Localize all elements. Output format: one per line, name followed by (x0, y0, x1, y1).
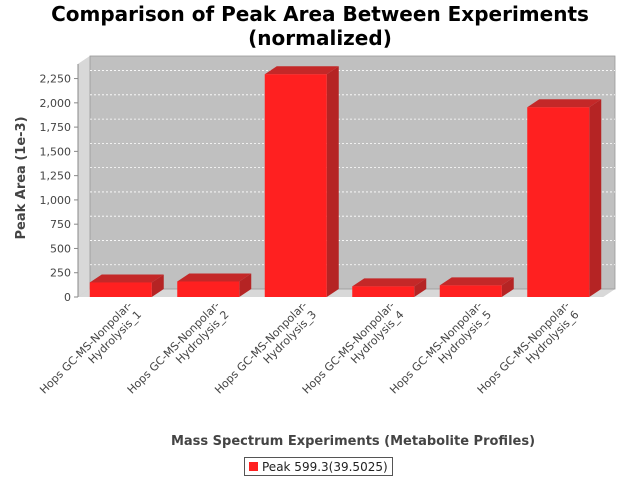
bar-side (326, 66, 339, 297)
plot-background (78, 56, 615, 297)
bar-side (414, 278, 427, 297)
x-axis-label: Mass Spectrum Experiments (Metabolite Pr… (171, 434, 535, 449)
bar-side (151, 274, 164, 297)
y-tick-label: 2,250 (40, 73, 72, 86)
bar (352, 278, 427, 297)
y-tick-label: 250 (50, 267, 71, 280)
bars (89, 66, 602, 297)
y-tick-label: 1,250 (40, 170, 72, 183)
chart-title: Comparison of Peak Area Between Experime… (51, 2, 589, 50)
y-tick-label: 2,000 (40, 97, 72, 110)
bar (89, 274, 164, 297)
bar-top (89, 274, 164, 283)
chart-title-line: Comparison of Peak Area Between Experime… (51, 2, 589, 26)
bar (264, 66, 339, 297)
plot-left-wall (78, 56, 90, 297)
y-tick-label: 750 (50, 218, 71, 231)
bar-top (177, 273, 252, 282)
y-tick-label: 1,500 (40, 145, 72, 158)
bar-top (527, 99, 602, 108)
y-tick-label: 1,000 (40, 194, 72, 207)
bar-top (439, 277, 514, 286)
bar-side (239, 273, 252, 297)
bar (177, 273, 252, 297)
bar-top (352, 278, 427, 287)
legend: Peak 599.3(39.5025) (244, 457, 393, 476)
bar-front (439, 285, 502, 297)
y-tick-label: 1,750 (40, 121, 72, 134)
y-axis-label: Peak Area (1e-3) (14, 116, 29, 239)
bar-front (264, 74, 327, 297)
bar (527, 99, 602, 297)
y-tick-label: 0 (64, 291, 71, 304)
legend-label: Peak 599.3(39.5025) (262, 459, 388, 474)
y-axis-ticks: 0 250 500 750 1,000 1,250 1,500 1,750 2,000 2,250 (40, 64, 79, 304)
bar-front (89, 282, 152, 297)
bar-side (589, 99, 602, 297)
chart-title-line: (normalized) (248, 26, 392, 50)
bar-top (264, 66, 339, 75)
bar-front (352, 286, 415, 297)
bar-front (177, 281, 240, 297)
legend-swatch (249, 462, 258, 471)
bar-side (501, 277, 514, 297)
bar-front (527, 107, 590, 297)
y-tick-label: 500 (50, 242, 71, 255)
bar (439, 277, 514, 297)
x-tick-label-line: Hops GC-MS-Nonpolar- (37, 299, 135, 397)
